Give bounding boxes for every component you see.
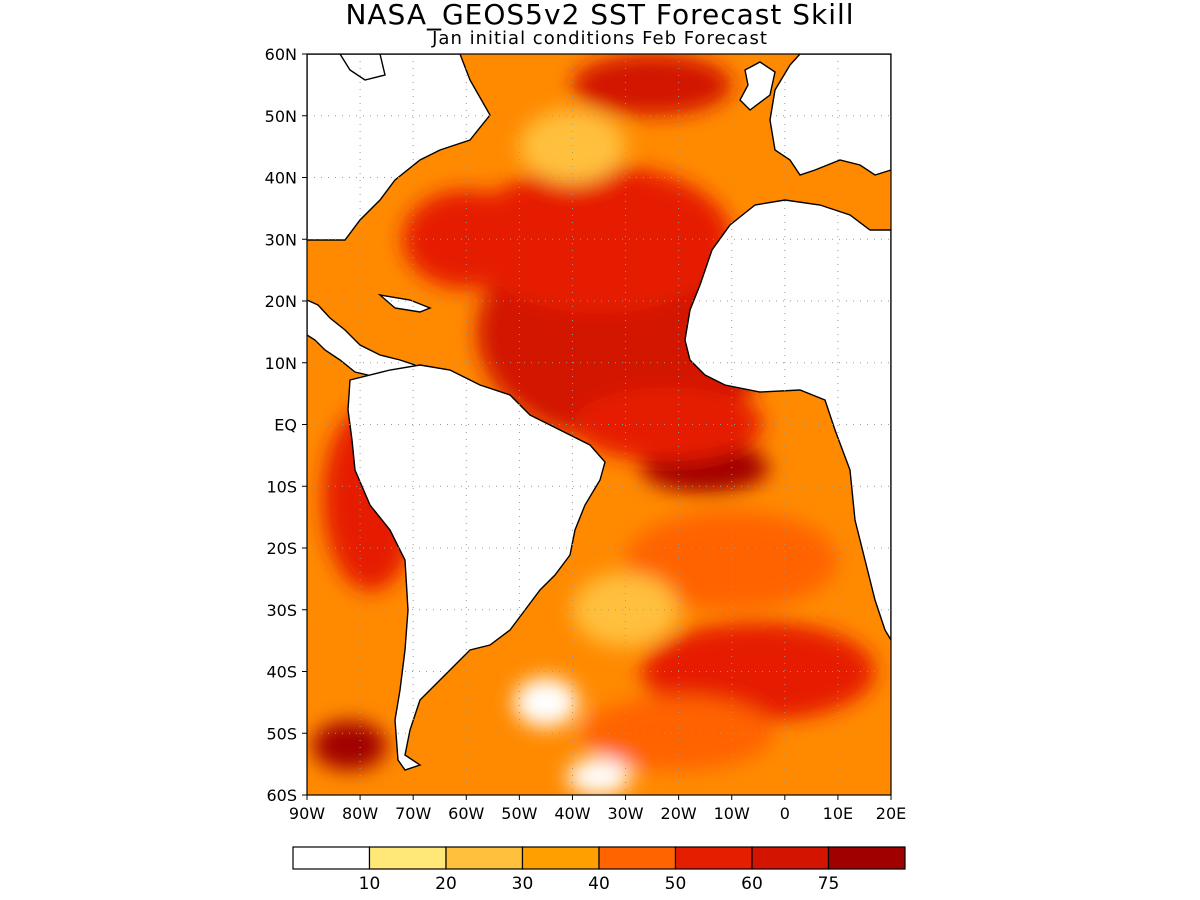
skill-region <box>514 677 578 728</box>
lat-tick-label: 40S <box>266 663 297 682</box>
skill-region <box>466 165 732 314</box>
colorbar-label: 50 <box>665 874 687 894</box>
africa-land <box>684 199 891 642</box>
lat-tick-label: 10N <box>265 354 297 373</box>
lat-tick-label: 50N <box>265 107 297 126</box>
colorbar-swatch <box>751 846 830 870</box>
skill-field <box>307 54 891 795</box>
land-masses <box>307 54 891 771</box>
lat-tick-label: 30N <box>265 230 297 249</box>
skill-region <box>312 720 387 771</box>
europe-land <box>769 54 891 176</box>
lat-tick-label: EQ <box>274 416 297 435</box>
skill-region <box>519 109 626 184</box>
lat-tick-label: 60S <box>266 786 297 805</box>
south-america-land <box>347 364 606 771</box>
colorbar-swatch <box>292 846 371 870</box>
lon-tick-label: 20E <box>876 804 906 823</box>
caribbean-islands-land <box>377 293 432 313</box>
lat-tick-label: 60N <box>265 45 297 64</box>
british-isles-land <box>739 61 776 111</box>
longitude-axis: 90W 80W 70W 60W 50W 40W 30W 20W 10W 0 10E 20E <box>289 795 906 823</box>
lat-tick-label: 40N <box>265 169 297 188</box>
lon-tick-label: 0 <box>780 804 790 823</box>
lon-tick-label: 60W <box>448 804 484 823</box>
skill-region <box>572 572 679 647</box>
colorbar-label: 40 <box>588 874 610 894</box>
colorbar-swatch <box>827 846 906 870</box>
skill-region <box>625 510 838 610</box>
skill-region <box>567 757 631 795</box>
colorbar-swatch <box>445 846 524 870</box>
lon-tick-label: 50W <box>501 804 537 823</box>
lon-tick-label: 20W <box>661 804 697 823</box>
skill-region <box>641 622 876 721</box>
colorbar-label: 10 <box>359 874 381 894</box>
colorbar-swatch <box>368 846 447 870</box>
colorbar-label: 20 <box>435 874 457 894</box>
greenland-edge-land <box>339 54 386 81</box>
colorbar-swatch <box>674 846 753 870</box>
colorbar-swatch <box>521 846 600 870</box>
lon-tick-label: 70W <box>395 804 431 823</box>
skill-region <box>572 54 732 116</box>
latitude-axis: 60N 50N 40N 30N 20N 10N EQ 10S 20S 30S 40S 50S 60S <box>265 45 307 805</box>
lat-tick-label: 20N <box>265 292 297 311</box>
lat-tick-label: 20S <box>266 539 297 558</box>
lat-tick-label: 30S <box>266 601 297 620</box>
skill-region <box>402 189 530 289</box>
lat-tick-label: 50S <box>266 724 297 743</box>
lon-tick-label: 40W <box>554 804 590 823</box>
lon-tick-label: 10E <box>823 804 853 823</box>
map-title: NASA_GEOS5v2 SST Forecast Skill <box>345 0 855 31</box>
lon-tick-label: 90W <box>289 804 325 823</box>
colorbar-label: 60 <box>741 874 763 894</box>
lon-tick-label: 30W <box>607 804 643 823</box>
skill-region <box>572 387 764 462</box>
colorbar-label: 30 <box>512 874 534 894</box>
lon-tick-label: 80W <box>342 804 378 823</box>
lon-tick-label: 10W <box>714 804 750 823</box>
map-subtitle: Jan initial conditions Feb Forecast <box>432 28 768 49</box>
colorbar-swatch <box>598 846 677 870</box>
lat-tick-label: 10S <box>266 477 297 496</box>
colorbar: 10 20 30 40 50 60 75 <box>292 846 906 894</box>
north-america-land <box>307 54 491 241</box>
colorbar-label: 75 <box>818 874 840 894</box>
